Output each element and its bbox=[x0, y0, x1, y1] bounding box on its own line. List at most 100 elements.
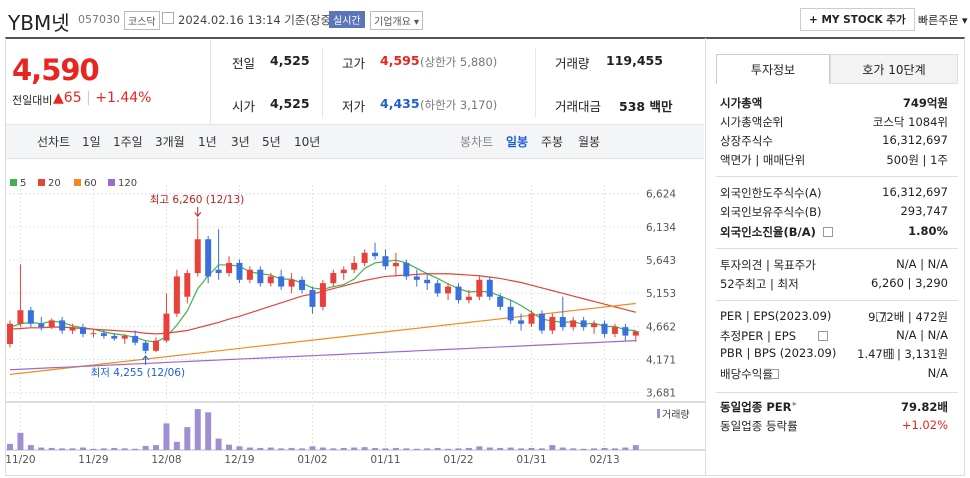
candle-body bbox=[17, 310, 24, 324]
candle-body bbox=[403, 262, 410, 277]
info-value: N/A | N/A bbox=[896, 328, 948, 342]
candle-period-tab[interactable]: 주봉 bbox=[541, 135, 564, 149]
period-tab[interactable]: 10년 bbox=[294, 135, 321, 149]
candle-body bbox=[392, 262, 399, 267]
candle-body bbox=[591, 323, 598, 328]
legend-swatch bbox=[74, 179, 81, 186]
market-badge: 코스닥 bbox=[124, 11, 160, 30]
candle-body bbox=[246, 269, 253, 280]
candle-body bbox=[507, 306, 514, 321]
candle-body bbox=[69, 327, 76, 331]
stat-value: 4,595 bbox=[380, 53, 420, 68]
volume-bar bbox=[309, 446, 316, 450]
period-tab[interactable]: 1일 bbox=[82, 135, 101, 149]
volume-bar bbox=[465, 447, 472, 450]
info-label: 동일업종 등락률 bbox=[720, 419, 798, 433]
candle-chart-tab[interactable]: 봉차트 bbox=[460, 135, 494, 149]
legend-label: 20 bbox=[48, 178, 61, 189]
divider bbox=[705, 38, 706, 476]
volume-bar bbox=[476, 446, 483, 450]
candle-body bbox=[226, 262, 233, 274]
legend-swatch bbox=[38, 179, 45, 186]
x-tick-label: 11/29 bbox=[78, 454, 108, 466]
volume-bar bbox=[580, 448, 587, 450]
x-tick-label: 01/31 bbox=[516, 454, 546, 466]
realtime-badge[interactable]: 실시간 bbox=[329, 11, 365, 28]
candle-body bbox=[570, 320, 577, 328]
stat-label: 전일 bbox=[232, 56, 256, 71]
volume-bar bbox=[361, 447, 368, 450]
candle-body bbox=[538, 313, 545, 331]
company-info-button[interactable]: 기업개요 ▾ bbox=[370, 11, 424, 30]
y-tick-label: 6,134 bbox=[646, 222, 676, 234]
volume-bar bbox=[111, 447, 118, 450]
candle-body bbox=[611, 327, 618, 334]
info-value: 500원 | 1주 bbox=[886, 153, 948, 167]
volume-bar bbox=[184, 427, 191, 450]
info-value: 79.82배 bbox=[901, 400, 948, 414]
period-tab[interactable]: 3년 bbox=[231, 135, 250, 149]
volume-bar bbox=[173, 441, 180, 450]
stat-label: 거래량 bbox=[555, 56, 590, 71]
volume-bar bbox=[445, 448, 452, 450]
divider bbox=[716, 248, 958, 249]
datetime: 2024.02.16 13:14 기준(장중) bbox=[178, 13, 336, 27]
quick-order-button[interactable]: 빠른주문 ▾ bbox=[918, 14, 968, 27]
volume-bar bbox=[403, 448, 410, 450]
volume-bar bbox=[278, 448, 285, 450]
chart-tab-bar bbox=[6, 124, 704, 159]
period-tab[interactable]: 5년 bbox=[262, 135, 281, 149]
x-tick-label: 02/13 bbox=[589, 454, 619, 466]
candle-body bbox=[372, 252, 379, 257]
candle-body bbox=[132, 335, 139, 343]
stat-value: 4,525 bbox=[270, 96, 310, 111]
info-label: PBR | BPS (2023.09) bbox=[720, 346, 837, 360]
line-chart-tab[interactable]: 선차트 bbox=[37, 135, 71, 149]
volume-bar bbox=[413, 448, 420, 450]
info-tab[interactable]: 호가 10단계 bbox=[830, 54, 958, 84]
mystock-button[interactable]: + MY STOCK 추가 bbox=[800, 8, 915, 31]
candle-body bbox=[7, 323, 13, 345]
candle-body bbox=[236, 262, 243, 280]
legend-label: 5 bbox=[20, 178, 26, 189]
candle-body bbox=[497, 296, 504, 307]
candle-period-tab[interactable]: 월봉 bbox=[578, 135, 601, 149]
stat-label: 고가 bbox=[342, 56, 366, 71]
volume-bar bbox=[497, 447, 504, 450]
help-icon bbox=[875, 312, 886, 322]
candle-body bbox=[549, 316, 556, 331]
period-tab[interactable]: 1년 bbox=[198, 135, 217, 149]
candle-body bbox=[445, 286, 452, 294]
candle-body bbox=[455, 286, 462, 301]
x-tick-label: 01/11 bbox=[370, 454, 400, 466]
info-value: 16,312,697 bbox=[882, 185, 948, 199]
candle-period-tab[interactable]: 일봉 bbox=[506, 135, 529, 149]
volume-bar bbox=[257, 447, 264, 450]
stat-label: 거래대금 bbox=[555, 99, 602, 114]
info-label: 52주최고 | 최저 bbox=[720, 277, 799, 291]
candle-body bbox=[48, 320, 55, 328]
candle-body bbox=[351, 262, 358, 270]
info-tab[interactable]: 투자정보 bbox=[716, 54, 830, 84]
y-tick-label: 5,153 bbox=[646, 288, 676, 300]
legend-label: 120 bbox=[118, 178, 137, 189]
period-tab[interactable]: 1주일 bbox=[113, 135, 143, 149]
volume-bar bbox=[163, 423, 170, 450]
info-value: 6,260 | 3,290 bbox=[870, 276, 948, 290]
y-tick-label: 3,681 bbox=[646, 388, 676, 400]
legend-swatch bbox=[657, 409, 660, 418]
volume-bar bbox=[215, 438, 222, 450]
info-label: 시가총액 bbox=[720, 96, 763, 110]
candle-body bbox=[424, 279, 431, 284]
info-value: N/A | N/A bbox=[896, 257, 948, 271]
info-label: 외국인소진율(B/A) bbox=[720, 225, 816, 239]
info-value: 코스닥 1084위 bbox=[872, 115, 948, 129]
volume-bar bbox=[27, 445, 34, 450]
stat-note: (하한가 3,170) bbox=[420, 98, 498, 112]
volume-bar bbox=[80, 447, 87, 450]
period-tab[interactable]: 3개월 bbox=[155, 135, 185, 149]
candle-body bbox=[309, 289, 316, 307]
volume-bar bbox=[38, 447, 45, 450]
quick-order: 빠른주문 bbox=[918, 14, 959, 27]
